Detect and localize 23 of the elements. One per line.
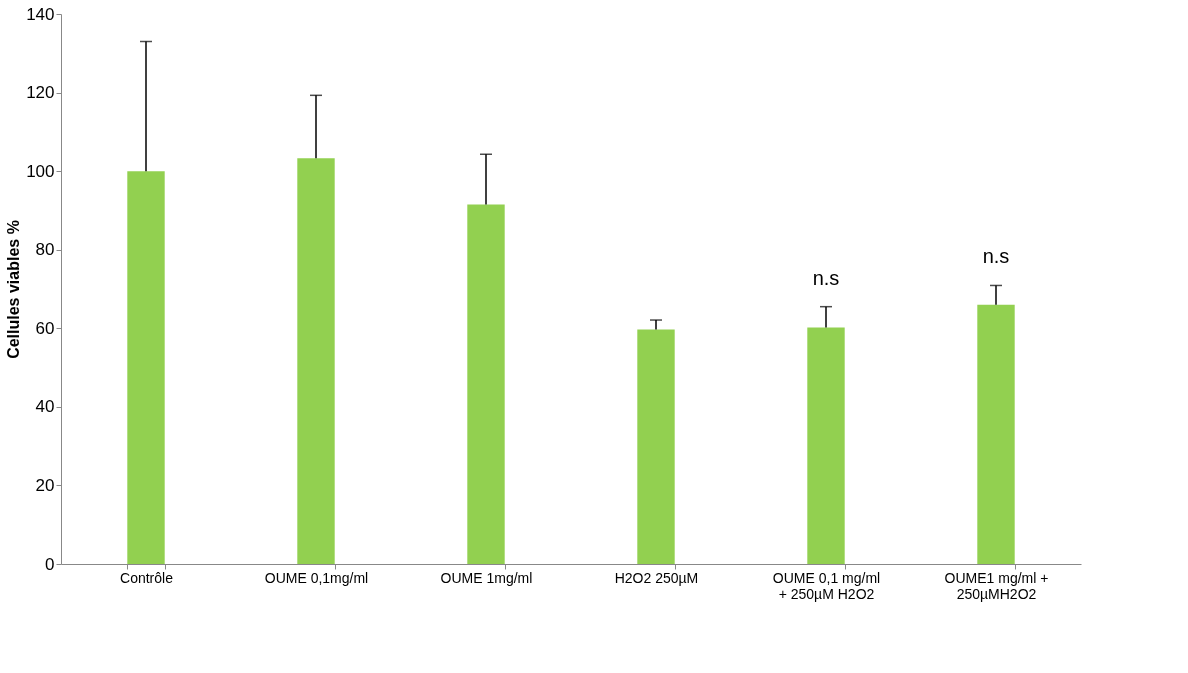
- bar: [807, 327, 845, 564]
- y-tick-label: 20: [35, 475, 55, 495]
- bar: [637, 329, 675, 564]
- x-tick-label: OUME 1mg/ml: [440, 569, 533, 586]
- y-axis-title: Cellules viables %: [5, 220, 23, 359]
- y-tick-label: 40: [35, 397, 55, 417]
- x-tick-label: OUME1 mg/ml + 250µMH2O2: [944, 569, 1049, 602]
- x-tick-label: H2O2 250µM: [614, 569, 699, 586]
- x-tick-label: Contrôle: [120, 569, 174, 586]
- y-tick-label: 120: [26, 83, 55, 103]
- annotation: n.s: [812, 266, 840, 289]
- bar: [297, 158, 335, 564]
- bar: [127, 171, 165, 564]
- y-tick-label: 60: [35, 318, 55, 338]
- y-tick-label: 0: [45, 554, 55, 574]
- bar: [977, 304, 1015, 564]
- x-tick-label: OUME 0,1mg/ml: [264, 569, 369, 586]
- annotation: n.s: [982, 245, 1010, 268]
- bar: [467, 204, 505, 564]
- y-tick-label: 100: [26, 161, 55, 181]
- y-tick-label: 80: [35, 240, 55, 260]
- x-tick-label: OUME 0,1 mg/ml + 250µM H2O2: [772, 569, 881, 602]
- y-tick-label: 140: [26, 4, 55, 24]
